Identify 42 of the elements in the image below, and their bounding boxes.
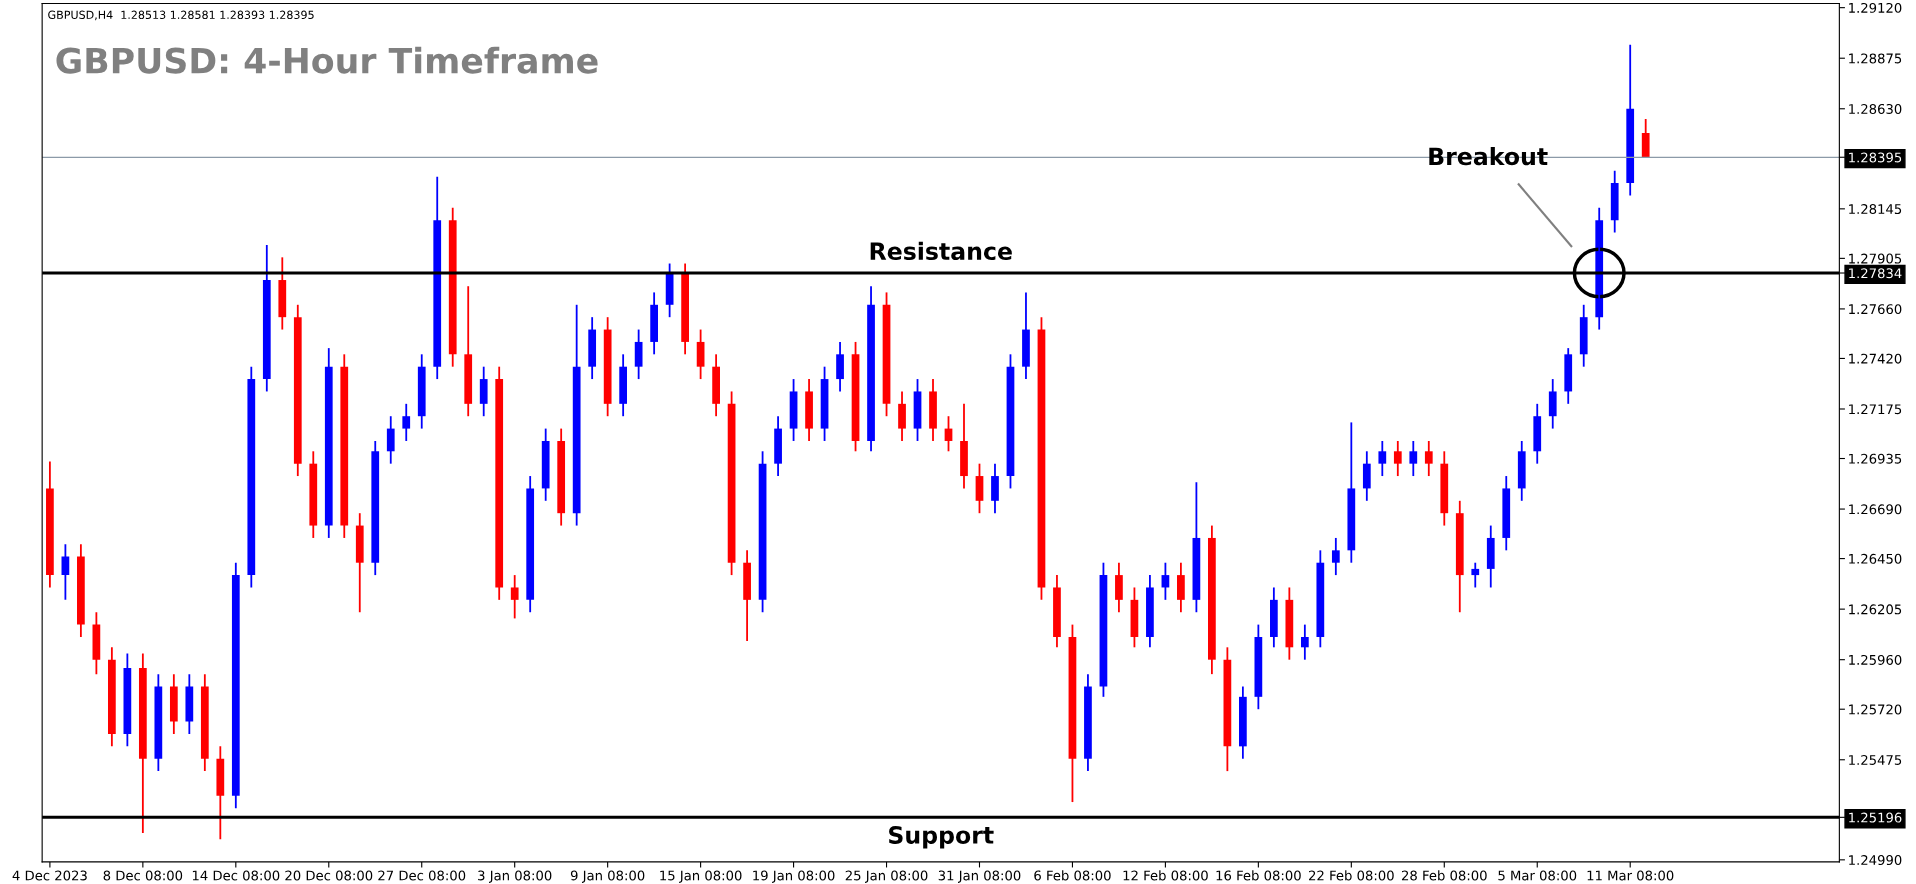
y-tick-label: 1.28630 bbox=[1849, 103, 1902, 114]
x-tick-label: 27 Dec 08:00 bbox=[378, 870, 466, 881]
x-tick-label: 22 Feb 08:00 bbox=[1309, 870, 1394, 881]
ref-line-label: Support bbox=[889, 826, 994, 849]
y-tick-label: 1.27175 bbox=[1849, 404, 1902, 415]
y-tick-label: 1.27660 bbox=[1849, 304, 1902, 315]
x-tick-label: 4 Dec 2023 bbox=[12, 870, 87, 881]
y-tick-label: 1.25475 bbox=[1849, 754, 1902, 765]
x-tick-label: 31 Jan 08:00 bbox=[938, 870, 1021, 883]
y-tick-label: 1.25196 bbox=[1849, 812, 1902, 823]
y-tick-label: 1.28395 bbox=[1849, 152, 1902, 163]
y-tick-label: 1.29120 bbox=[1849, 2, 1902, 13]
y-tick-label: 1.26935 bbox=[1849, 453, 1902, 464]
y-tick-label: 1.26690 bbox=[1849, 504, 1902, 515]
x-tick-label: 25 Jan 08:00 bbox=[845, 870, 928, 883]
x-tick-label: 3 Jan 08:00 bbox=[478, 870, 552, 883]
x-tick-label: 15 Jan 08:00 bbox=[660, 870, 742, 883]
x-tick-label: 5 Mar 08:00 bbox=[1498, 870, 1577, 881]
x-tick-label: 16 Feb 08:00 bbox=[1216, 870, 1301, 881]
y-tick-label: 1.27420 bbox=[1849, 353, 1902, 364]
ref-line-label: Resistance bbox=[870, 241, 1012, 261]
x-tick-label: 19 Jan 08:00 bbox=[753, 870, 835, 883]
y-tick-label: 1.24990 bbox=[1849, 855, 1902, 866]
x-tick-label: 12 Feb 08:00 bbox=[1123, 870, 1208, 881]
annotation: Breakout bbox=[1429, 146, 1548, 166]
annotation: GBPUSD,H4 1.28513 1.28581 1.28393 1.28395 bbox=[48, 10, 314, 21]
x-tick-label: 11 Mar 08:00 bbox=[1587, 870, 1674, 881]
x-tick-label: 9 Jan 08:00 bbox=[570, 870, 645, 883]
text: GBPUSD: 4-Hour Timeframe bbox=[56, 46, 598, 74]
x-tick-label: 20 Dec 08:00 bbox=[285, 870, 373, 881]
x-tick-label: 14 Dec 08:00 bbox=[192, 870, 280, 881]
y-tick-label: 1.26205 bbox=[1849, 604, 1902, 615]
y-tick-label: 1.27905 bbox=[1849, 253, 1902, 264]
y-tick-label: 1.28875 bbox=[1849, 53, 1902, 64]
y-tick-label: 1.27834 bbox=[1849, 268, 1902, 279]
y-tick-label: 1.25960 bbox=[1849, 654, 1902, 665]
y-tick-label: 1.25720 bbox=[1849, 704, 1902, 715]
y-tick-label: 1.28145 bbox=[1849, 204, 1902, 215]
x-tick-label: 8 Dec 08:00 bbox=[103, 870, 183, 881]
y-tick-label: 1.26450 bbox=[1849, 553, 1902, 564]
x-tick-label: 6 Feb 08:00 bbox=[1034, 870, 1111, 881]
x-tick-label: 28 Feb 08:00 bbox=[1401, 870, 1487, 881]
